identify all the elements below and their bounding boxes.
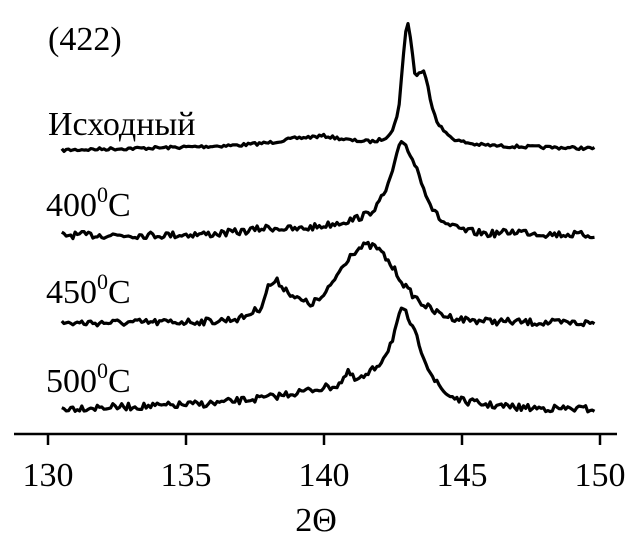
series-label-superscript: 0 bbox=[97, 358, 108, 383]
series-line-3 bbox=[60, 240, 596, 328]
series-label-unit: C bbox=[108, 274, 131, 311]
series-label-superscript: 0 bbox=[97, 182, 108, 207]
series-label-4: 5000C bbox=[46, 358, 131, 400]
series-label-unit: C bbox=[108, 363, 131, 400]
x-tick-label-135: 135 bbox=[161, 457, 212, 494]
x-tick-label-150: 150 bbox=[575, 457, 626, 494]
series-label-1: Исходный bbox=[48, 106, 195, 143]
x-axis-title: 2Θ bbox=[295, 502, 337, 539]
series-line-4 bbox=[61, 306, 596, 414]
x-tick-label-140: 140 bbox=[299, 457, 350, 494]
series-label-2: 4000C bbox=[46, 182, 131, 224]
series-label-unit: C bbox=[108, 187, 131, 224]
x-tick-label-145: 145 bbox=[437, 457, 488, 494]
series-line-2 bbox=[60, 140, 595, 241]
series-label-3: 4500C bbox=[46, 269, 131, 311]
x-axis-ticks: 130 135 140 145 150 bbox=[23, 434, 626, 494]
chart-title: (422) bbox=[48, 21, 122, 58]
x-tick-label-130: 130 bbox=[23, 457, 74, 494]
series-label-value: 400 bbox=[46, 187, 97, 224]
series-label-superscript: 0 bbox=[97, 269, 108, 294]
series-label-value: 500 bbox=[46, 363, 97, 400]
series-label-value: Исходный bbox=[48, 106, 195, 143]
series-label-value: 450 bbox=[46, 274, 97, 311]
series-line-1 bbox=[60, 22, 596, 153]
